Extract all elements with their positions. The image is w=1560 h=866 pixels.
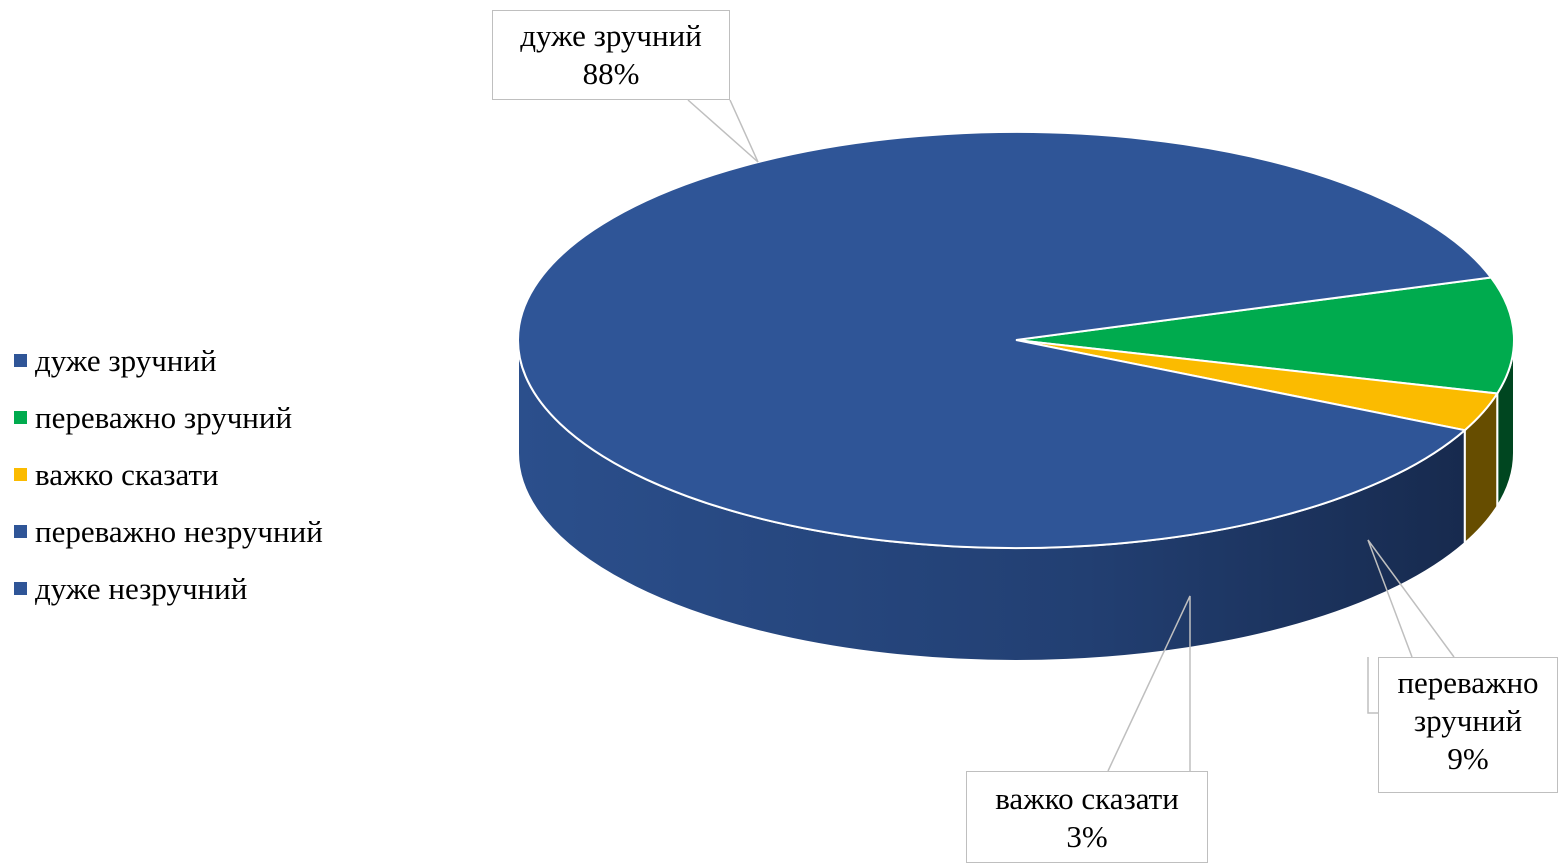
legend-item: дуже зручний — [14, 332, 323, 389]
data-label-category: переважно — [1397, 665, 1539, 700]
data-label-mostly-convenient: переважно зручний 9% — [1378, 657, 1558, 793]
pie-slices — [517, 131, 1515, 549]
data-label-value: 9% — [1447, 741, 1489, 776]
label-leader-lines — [687, 99, 1455, 772]
data-label-value: 3% — [1066, 819, 1108, 854]
data-label-category: дуже зручний — [520, 18, 702, 53]
data-label-category: зручний — [1413, 703, 1523, 738]
leader-line-mostly-convenient — [1367, 539, 1455, 658]
legend-item: важко сказати — [14, 446, 323, 503]
legend-swatch — [14, 525, 27, 538]
legend-swatch — [14, 354, 27, 367]
legend-label: переважно зручний — [35, 399, 293, 435]
legend-swatch — [14, 582, 27, 595]
legend-swatch — [14, 468, 27, 481]
legend-item: переважно незручний — [14, 503, 323, 560]
legend-swatch — [14, 411, 27, 424]
leader-line-hard-to-say — [1107, 595, 1191, 772]
data-label-very-convenient: дуже зручний 88% — [492, 10, 730, 100]
legend-label: дуже незручний — [35, 570, 248, 606]
data-label-hard-to-say: важко сказати 3% — [966, 771, 1208, 863]
pie-slice-mostly-convenient — [1015, 276, 1515, 395]
leader-line-mostly-convenient-box — [1367, 657, 1380, 714]
legend-label: переважно незручний — [35, 513, 323, 549]
legend-item: дуже незручний — [14, 560, 323, 617]
legend-label: дуже зручний — [35, 342, 217, 378]
data-label-value: 88% — [582, 56, 640, 91]
leader-line-very-convenient — [687, 99, 759, 163]
legend-label: важко сказати — [35, 456, 219, 492]
data-label-category: важко сказати — [995, 781, 1179, 816]
legend: дуже зручний переважно зручний важко ска… — [14, 332, 323, 617]
legend-item: переважно зручний — [14, 389, 323, 446]
pie-slice-very-convenient — [517, 131, 1493, 549]
pie-side-walls — [517, 339, 1515, 662]
